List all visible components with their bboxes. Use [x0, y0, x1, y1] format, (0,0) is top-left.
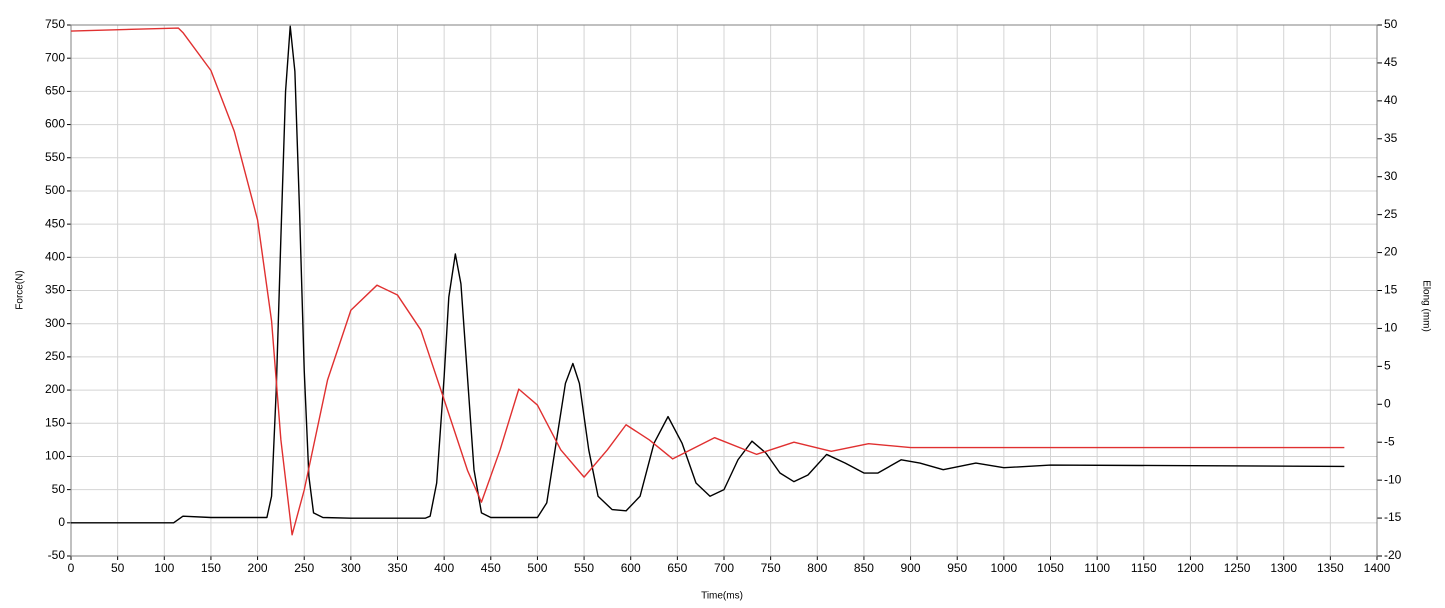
- x-axis-label: Time(ms): [701, 591, 743, 602]
- y-tick-label: 100: [45, 449, 65, 463]
- x-tick-label: 200: [248, 561, 268, 575]
- data-line: [71, 25, 1345, 524]
- x-tick-label: 950: [947, 561, 967, 575]
- x-tick-label: 1350: [1317, 561, 1344, 575]
- y-tick-label: 350: [45, 283, 65, 297]
- x-tick-label: 450: [481, 561, 501, 575]
- y2-tick-label: 25: [1384, 207, 1398, 221]
- x-tick-label: 150: [201, 561, 221, 575]
- x-tick-label: 1100: [1084, 561, 1110, 575]
- x-tick-label: 550: [574, 561, 594, 575]
- x-tick-label: 500: [527, 561, 547, 575]
- y-tick-label: 500: [45, 183, 65, 197]
- x-tick-label: 1250: [1224, 561, 1251, 575]
- y-tick-label: 450: [45, 216, 65, 230]
- x-tick-label: 1400: [1364, 561, 1391, 575]
- x-tick-label: 1300: [1270, 561, 1297, 575]
- x-tick-label: 250: [294, 561, 314, 575]
- y-tick-label: 750: [45, 17, 65, 31]
- x-tick-label: 1200: [1177, 561, 1204, 575]
- y2-tick-label: 15: [1384, 283, 1398, 297]
- x-tick-label: 650: [667, 561, 687, 575]
- x-tick-label: 100: [154, 561, 174, 575]
- x-tick-label: 700: [714, 561, 734, 575]
- x-tick-label: 0: [68, 561, 75, 575]
- x-tick-label: 400: [434, 561, 454, 575]
- y2-tick-label: 10: [1384, 321, 1398, 335]
- y-tick-label: 250: [45, 349, 65, 363]
- y-tick-label: 650: [45, 84, 65, 98]
- y-tick-label: 150: [45, 415, 65, 429]
- x-tick-label: 850: [854, 561, 874, 575]
- y-tick-label: 0: [58, 515, 65, 529]
- y-tick-label: 600: [45, 117, 65, 131]
- x-tick-label: 350: [387, 561, 407, 575]
- y2-tick-label: -10: [1384, 472, 1402, 486]
- y-tick-label: 50: [52, 482, 66, 496]
- x-tick-label: 1150: [1131, 561, 1157, 575]
- y2-tick-label: -5: [1384, 434, 1395, 448]
- y2-tick-label: -20: [1384, 548, 1402, 562]
- x-tick-label: 1000: [991, 561, 1018, 575]
- x-tick-label: 750: [761, 561, 781, 575]
- y2-tick-label: 35: [1384, 131, 1398, 145]
- plot-frame: [70, 24, 1378, 557]
- y-tick-label: 400: [45, 249, 65, 263]
- y-tick-label: 200: [45, 382, 65, 396]
- y2-tick-label: 5: [1384, 359, 1391, 373]
- x-tick-label: 1050: [1037, 561, 1064, 575]
- x-tick-label: 900: [901, 561, 921, 575]
- y-tick-label: 300: [45, 316, 65, 330]
- x-tick-label: 50: [111, 561, 125, 575]
- y2-tick-label: 20: [1384, 245, 1398, 259]
- x-tick-label: 800: [807, 561, 827, 575]
- y2-tick-label: 30: [1384, 169, 1398, 183]
- y2-tick-label: 40: [1384, 93, 1398, 107]
- x-tick-label: 600: [621, 561, 641, 575]
- y-tick-label: -50: [48, 548, 66, 562]
- y2-tick-label: 50: [1384, 17, 1398, 31]
- y2-tick-label: 45: [1384, 55, 1398, 69]
- y-tick-label: 550: [45, 150, 65, 164]
- x-tick-label: 300: [341, 561, 361, 575]
- y2-tick-label: 0: [1384, 396, 1391, 410]
- data-line: [70, 27, 1345, 536]
- y2-tick-label: -15: [1384, 510, 1402, 524]
- y-axis-label: Force(N): [15, 270, 26, 309]
- y-tick-label: 700: [45, 50, 65, 64]
- y2-axis-label: Elong (mm): [1420, 280, 1431, 332]
